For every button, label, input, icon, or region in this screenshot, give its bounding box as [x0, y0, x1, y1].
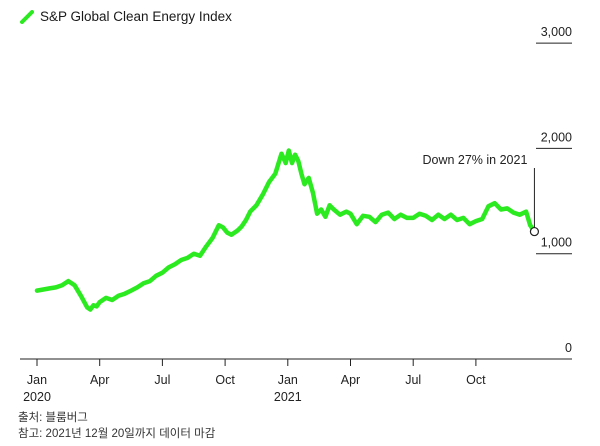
annotation-label: Down 27% in 2021: [422, 153, 527, 167]
source-note: 출처: 블룸버그: [18, 412, 88, 424]
x-tick-label-1: Apr: [90, 373, 109, 387]
legend-swatch-icon: [20, 9, 34, 24]
x-tick-year-0: 2020: [23, 390, 51, 404]
chart-notes: 출처: 블룸버그 참고: 2021년 12월 20일까지 데이터 마감: [18, 410, 215, 442]
annotation-end-marker: [529, 226, 540, 237]
y-tick-label-0: 0: [565, 341, 572, 355]
series-line-0: [34, 148, 537, 312]
y-tick-label-2: 2,000: [541, 130, 572, 144]
x-tick-label-6: Jul: [405, 373, 421, 387]
x-tick-label-7: Oct: [466, 373, 486, 387]
legend-label: S&P Global Clean Energy Index: [40, 9, 232, 24]
x-tick-label-4: Jan: [278, 373, 298, 387]
x-tick-label-2: Jul: [154, 373, 170, 387]
x-tick-year-4: 2021: [274, 390, 302, 404]
y-tick-label-3: 3,000: [541, 25, 572, 39]
x-tick-label-5: Apr: [341, 373, 360, 387]
data-cutoff-note: 참고: 2021년 12월 20일까지 데이터 마감: [18, 428, 216, 440]
legend: S&P Global Clean Energy Index: [20, 9, 232, 24]
x-tick-label-3: Oct: [215, 373, 235, 387]
y-tick-label-1: 1,000: [541, 236, 572, 250]
line-chart: 0 1,000 2,000 3,000 Jan 2020 Apr Jul Oct Jan 2021 A…: [20, 25, 572, 404]
x-tick-label-0: Jan: [27, 373, 47, 387]
